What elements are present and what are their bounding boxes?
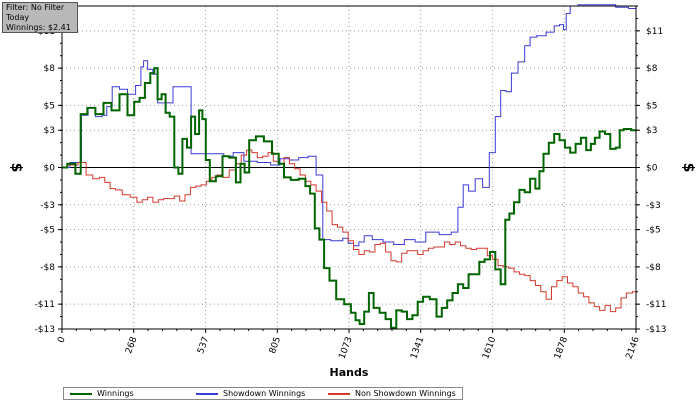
legend-label-showdown: Showdown Winnings [223,389,306,398]
filter-winnings: Winnings: $2.41 [6,23,71,32]
x-tick-label: 537 [196,336,211,356]
y-tick-label-left: $5 [44,101,55,111]
y-tick-label-right: $11 [646,27,663,37]
y-axis-label-left: $ [8,163,24,173]
x-axis-label: Hands [330,366,369,379]
legend-swatch-winnings [70,392,92,395]
x-tick-label: 0 [56,335,67,344]
y-tick-label-right: $8 [646,64,658,74]
series-line-showdown [62,4,636,247]
y-tick-label-left: $8 [44,64,56,74]
y-tick-label-right: -$8 [646,263,661,273]
y-tick-label-left: -$5 [40,226,55,236]
filter-info-box: Filter: No Filter Today Winnings: $2.41 [2,2,78,33]
x-tick-label: 1073 [338,336,355,361]
y-tick-label-left: -$8 [40,263,55,273]
x-tick-label: 2146 [625,335,642,360]
x-tick-label: 1878 [553,335,570,360]
y-tick-label-left: $0 [44,164,56,174]
y-tick-label-right: -$11 [646,300,666,310]
y-axis-label-right: $ [680,163,696,173]
y-tick-label-left: -$13 [35,325,55,335]
legend-swatch-non-showdown [328,392,350,395]
legend-label-winnings: Winnings [97,389,134,398]
grid [62,6,636,329]
series-lines [62,4,636,329]
y-tick-label-right: -$3 [646,201,661,211]
legend-swatch-showdown [196,392,218,395]
filter-period: Today [6,13,30,22]
legend-item-showdown: Showdown Winnings [196,388,305,399]
y-tick-label-right: $0 [646,164,658,174]
x-tick-label: 1610 [481,335,498,360]
legend-label-non-showdown: Non Showdown Winnings [355,389,456,398]
y-tick-label-right: $5 [646,101,657,111]
legend-item-winnings: Winnings [70,388,134,399]
y-tick-label-left: -$11 [35,300,55,310]
x-tick-label: 805 [268,336,283,356]
legend-item-non-showdown: Non Showdown Winnings [328,388,456,399]
y-tick-label-right: $3 [646,126,657,136]
y-tick-label-left: -$3 [40,201,55,211]
x-tick-label: 1341 [409,336,426,361]
plot-border [61,5,637,330]
filter-label: Filter: No Filter [6,3,65,12]
x-tick-label: 268 [124,335,139,355]
y-tick-label-left: $3 [44,126,55,136]
y-tick-label-right: -$5 [646,226,661,236]
legend: Winnings Showdown Winnings Non Showdown … [63,387,463,400]
series-line-winnings [62,67,636,329]
series-line-non-showdown [62,149,636,313]
y-tick-label-right: -$13 [646,325,666,335]
